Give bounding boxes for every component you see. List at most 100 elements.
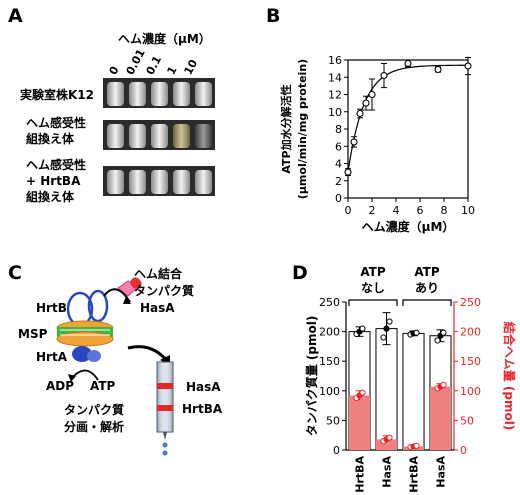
droplet-icon bbox=[162, 450, 168, 456]
protein-replicate-point bbox=[359, 325, 366, 332]
hrta-protein-icon bbox=[72, 346, 92, 362]
data-point bbox=[368, 90, 376, 99]
heme-replicate-point bbox=[386, 434, 393, 441]
hrtba-band-icon bbox=[157, 405, 173, 411]
heme-binding-protein-label: タンパク質 bbox=[134, 283, 194, 298]
data-point bbox=[362, 99, 370, 107]
y-tick-label-left: 50 bbox=[326, 414, 340, 427]
y-axis-label: (μmol/min/mg protein) bbox=[296, 59, 309, 199]
group-label: あり bbox=[415, 281, 439, 295]
x-tick-label: 10 bbox=[461, 204, 475, 217]
y-tick-label: 6 bbox=[335, 140, 342, 153]
group-bracket bbox=[402, 299, 452, 306]
photo-row-k12 bbox=[103, 78, 215, 108]
y-tick-label-right: 250 bbox=[460, 296, 481, 309]
adp-label: ADP bbox=[46, 379, 74, 393]
category-label: HasA bbox=[381, 456, 394, 488]
row-label-line: + HrtBA bbox=[26, 174, 81, 188]
group-label: ATP bbox=[360, 265, 386, 279]
hrta-label: HrtA bbox=[36, 350, 68, 364]
concentration-label: 0.1 bbox=[143, 53, 165, 77]
y-tick-label-right: 50 bbox=[460, 414, 474, 427]
heme-replicate-point bbox=[413, 442, 420, 449]
data-point bbox=[380, 71, 388, 80]
heme-replicate-point bbox=[440, 381, 447, 388]
x-tick-label: 2 bbox=[369, 204, 376, 217]
panel-a-letter: A bbox=[8, 5, 23, 27]
y-tick-label: 2 bbox=[335, 175, 342, 188]
membrane-bottom-icon bbox=[56, 331, 114, 347]
msp-label: MSP bbox=[18, 327, 48, 341]
data-point bbox=[434, 65, 442, 74]
protein-replicate-point bbox=[386, 318, 393, 325]
fractionation-label: 分画・解析 bbox=[64, 419, 124, 434]
fractionation-label: タンパク質 bbox=[64, 402, 124, 417]
heme-bar bbox=[348, 395, 371, 450]
heme-concentration-title: ヘム濃度（μM） bbox=[118, 32, 211, 46]
photo-row-hrtba bbox=[103, 166, 215, 196]
group-bracket bbox=[348, 299, 398, 306]
row-label-line: 組換え体 bbox=[26, 190, 75, 204]
x-tick-label: 8 bbox=[441, 204, 448, 217]
data-point bbox=[350, 138, 358, 146]
y-tick-label-right: 200 bbox=[460, 326, 481, 339]
data-point bbox=[464, 62, 472, 70]
category-label: HasA bbox=[435, 456, 448, 488]
category-label: HrtBA bbox=[354, 456, 367, 493]
hasa-protein-icon bbox=[130, 277, 142, 289]
y-tick-label: 14 bbox=[328, 71, 342, 84]
y-tick-label: 10 bbox=[328, 106, 342, 119]
y-tick-label-right: 150 bbox=[460, 355, 481, 368]
protein-replicate-point bbox=[434, 337, 441, 344]
x-tick-label: 6 bbox=[417, 204, 424, 217]
x-tick-label: 0 bbox=[345, 204, 352, 217]
y-axis-label-left: タンパク質量 (pmol) bbox=[304, 316, 319, 437]
y-tick-label-left: 150 bbox=[319, 355, 340, 368]
data-point bbox=[404, 59, 412, 68]
row-label-line: ヘム感受性 bbox=[26, 116, 87, 130]
chart-b-atpase-activity: 0 2 4 6 8 10 0 2 4 6 8 10 12 14 16 ヘム濃度（μM） ATP加水分解活性 (μm… bbox=[279, 54, 475, 234]
heme-bar bbox=[375, 439, 398, 450]
group-label: なし bbox=[361, 281, 385, 295]
photo-row-heme-sensitive bbox=[103, 120, 215, 150]
concentration-label: 1 bbox=[164, 64, 180, 77]
heme-replicate-point bbox=[359, 389, 366, 396]
y-tick-label-left: 100 bbox=[319, 385, 340, 398]
hasa-column-label: HasA bbox=[186, 380, 221, 394]
panel-d-letter: D bbox=[292, 262, 308, 284]
hrtba-column-label: HrtBA bbox=[182, 402, 223, 416]
panel-b-letter: B bbox=[266, 5, 281, 27]
y-tick-label-left: 250 bbox=[319, 296, 340, 309]
y-tick-label: 16 bbox=[328, 54, 342, 67]
y-tick-label-left: 200 bbox=[319, 326, 340, 339]
y-tick-label-right: 100 bbox=[460, 385, 481, 398]
heme-bar bbox=[429, 386, 452, 450]
protein-replicate-point bbox=[380, 334, 387, 341]
y-tick-label-left: 0 bbox=[333, 444, 340, 457]
hasa-top-label: HasA bbox=[140, 301, 175, 315]
row-label-heme-sensitive: ヘム感受性 組換え体 bbox=[26, 115, 86, 147]
row-label-hrtba: ヘム感受性 + HrtBA 組換え体 bbox=[26, 157, 86, 205]
data-point bbox=[356, 109, 364, 118]
fit-curve bbox=[347, 64, 469, 173]
plot-frame bbox=[347, 59, 469, 199]
protein-replicate-point bbox=[440, 329, 447, 336]
row-label-k12: 実験室株K12 bbox=[20, 88, 94, 102]
concentration-label: 0 bbox=[106, 64, 122, 77]
atp-label: ATP bbox=[90, 379, 116, 393]
hrtb-loop-icon bbox=[87, 289, 109, 323]
concentration-label: 0.01 bbox=[123, 46, 148, 77]
x-axis-label: ヘム濃度（μM） bbox=[362, 219, 455, 234]
culture-tube-photos bbox=[103, 78, 215, 196]
y-axis-label-right: 結合ヘム量 (pmol) bbox=[502, 322, 517, 431]
hrta-protein-icon bbox=[87, 350, 101, 362]
diagram-c-hrtba-nanodisc: ヘム結合 タンパク質 HasA HrtB MSP HrtA ADP ATP Ha… bbox=[18, 266, 223, 456]
hrtb-label: HrtB bbox=[36, 301, 67, 315]
y-tick-label-right: 0 bbox=[460, 444, 467, 457]
y-axis-label: ATP加水分解活性 bbox=[279, 84, 293, 173]
category-label: HrtBA bbox=[408, 456, 421, 493]
row-label-line: ヘム感受性 bbox=[26, 158, 87, 172]
y-tick-label: 4 bbox=[335, 158, 342, 171]
droplet-icon bbox=[162, 442, 168, 448]
